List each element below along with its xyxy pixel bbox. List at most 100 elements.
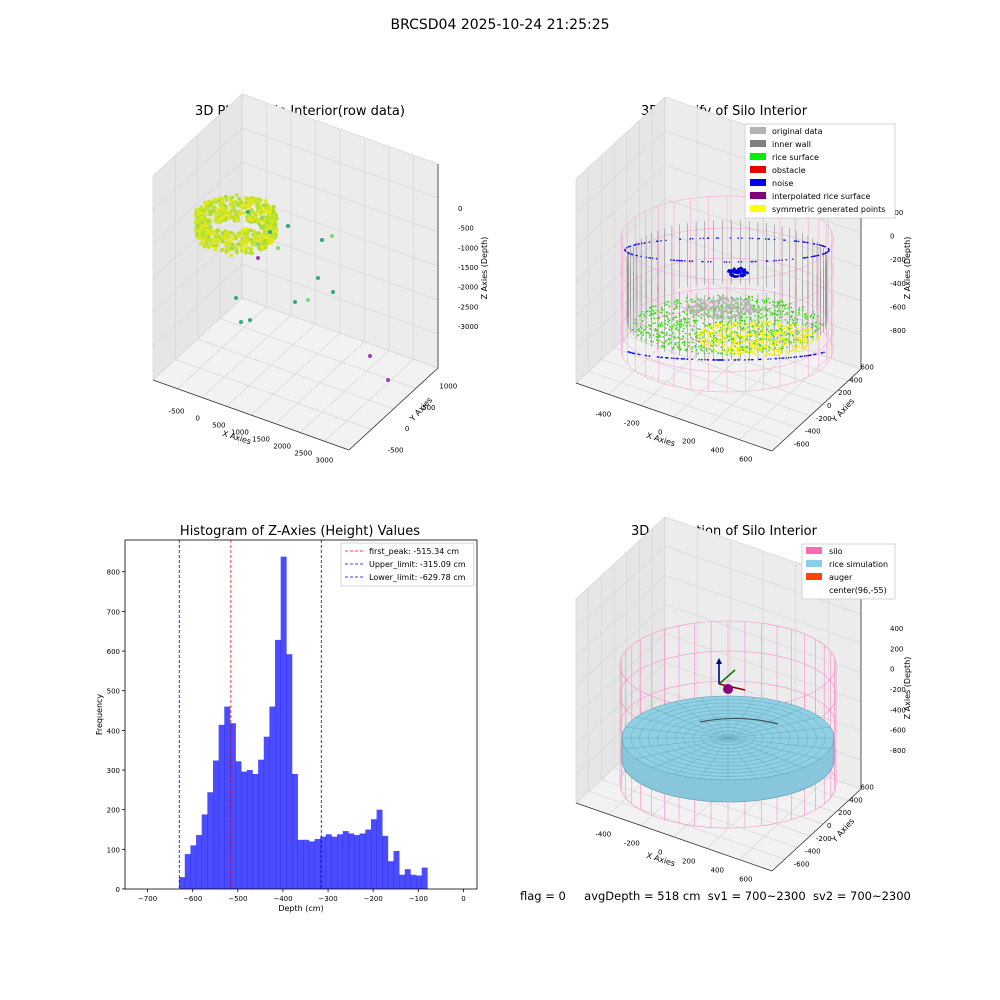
rice-surface-point xyxy=(743,323,746,325)
noise-point xyxy=(828,248,830,251)
original-point xyxy=(686,307,689,310)
original-point xyxy=(729,307,732,310)
legend-label: rice simulation xyxy=(829,560,888,569)
rice-surface-point xyxy=(740,315,743,318)
noise-point xyxy=(689,238,692,240)
noise-point xyxy=(767,238,769,240)
grid-line xyxy=(241,161,439,233)
symmetric-point xyxy=(719,330,722,333)
symmetric-point xyxy=(724,328,727,331)
symmetric-point xyxy=(761,340,764,343)
histogram-bar xyxy=(213,760,219,889)
original-point xyxy=(706,299,709,302)
raw-point xyxy=(202,244,207,249)
raw-point xyxy=(202,200,207,205)
rice-surface-point xyxy=(685,348,688,351)
rice-surface-point xyxy=(694,300,697,303)
rice-surface-point xyxy=(668,334,671,337)
z-tick-label: 0 xyxy=(890,666,894,674)
raw-point xyxy=(257,218,262,223)
original-point xyxy=(689,305,692,308)
raw-point xyxy=(213,214,218,219)
symmetric-point xyxy=(726,348,729,351)
rice-surface-point xyxy=(815,321,818,324)
noise-point xyxy=(635,254,638,257)
raw-point xyxy=(249,237,254,242)
grid-line xyxy=(588,790,785,860)
symmetric-point xyxy=(749,323,752,326)
symmetric-point xyxy=(706,343,709,346)
y-tick-label: 200 xyxy=(107,807,120,815)
symmetric-point xyxy=(763,334,766,337)
rice-surface-point xyxy=(663,346,666,349)
rice-surface-point xyxy=(680,302,682,305)
rice-surface-point xyxy=(643,315,646,318)
raw-point xyxy=(259,198,263,202)
raw-point xyxy=(223,236,227,240)
symmetric-point xyxy=(817,336,820,339)
noise-point xyxy=(691,358,693,361)
rice-surface-point xyxy=(662,332,665,335)
rice-surface-point xyxy=(708,297,711,300)
symmetric-point xyxy=(777,320,780,323)
y-tick-label: 400 xyxy=(849,376,862,384)
symmetric-point xyxy=(744,333,747,336)
rice-surface-point xyxy=(672,312,674,314)
grid-line xyxy=(664,662,862,732)
symmetric-point xyxy=(779,345,782,348)
rice-mesh xyxy=(674,701,729,739)
rice-surface-point xyxy=(711,349,713,352)
symmetric-point xyxy=(700,343,703,346)
grid-line xyxy=(197,338,394,410)
raw-point xyxy=(200,215,205,220)
raw-point xyxy=(237,212,242,217)
grid-line xyxy=(601,779,798,848)
rice-surface-point xyxy=(703,352,706,355)
noise-point xyxy=(651,257,654,260)
rice-surface-point xyxy=(750,312,752,315)
silo-ring xyxy=(620,257,834,343)
original-point xyxy=(709,301,712,304)
rice-surface-point xyxy=(784,313,787,316)
raw-point xyxy=(246,210,250,214)
rice-surface-point xyxy=(725,334,728,336)
rice-surface-point xyxy=(777,329,779,332)
rice-surface-point xyxy=(684,332,687,335)
grid-line xyxy=(241,263,439,335)
rice-surface-point xyxy=(696,319,699,322)
rice-surface-point xyxy=(784,307,786,310)
raw-point xyxy=(213,235,218,239)
rice-surface-point xyxy=(684,317,687,320)
original-point xyxy=(714,310,718,313)
histogram-bar xyxy=(314,839,321,889)
grid-line xyxy=(664,574,862,644)
rice-surface-point xyxy=(664,327,667,330)
noise-point xyxy=(683,358,686,360)
noise-point xyxy=(725,261,728,263)
rice-surface-point xyxy=(717,294,720,297)
raw-point xyxy=(320,238,324,242)
noise-point xyxy=(709,261,712,263)
y-tick-label: 300 xyxy=(107,767,120,775)
noise-point xyxy=(648,355,651,357)
histogram-bar xyxy=(280,556,287,889)
symmetric-point xyxy=(741,341,744,344)
rice-surface-point xyxy=(716,338,719,341)
raw-point xyxy=(251,210,256,214)
noise-point xyxy=(629,351,631,354)
raw-point xyxy=(253,215,258,220)
symmetric-point xyxy=(733,333,736,336)
original-point xyxy=(752,310,756,314)
rice-surface-point xyxy=(695,349,698,351)
y-axis-line xyxy=(348,367,439,451)
symmetric-point xyxy=(773,349,776,352)
raw-point xyxy=(235,193,239,197)
original-point xyxy=(711,305,714,308)
raw-point xyxy=(248,228,253,232)
rice-surface-point xyxy=(677,299,680,302)
rice-surface-point xyxy=(791,333,794,336)
original-point xyxy=(734,302,737,305)
noise-point xyxy=(773,259,775,262)
symmetric-point xyxy=(730,340,733,343)
rice-surface-point xyxy=(657,335,660,338)
